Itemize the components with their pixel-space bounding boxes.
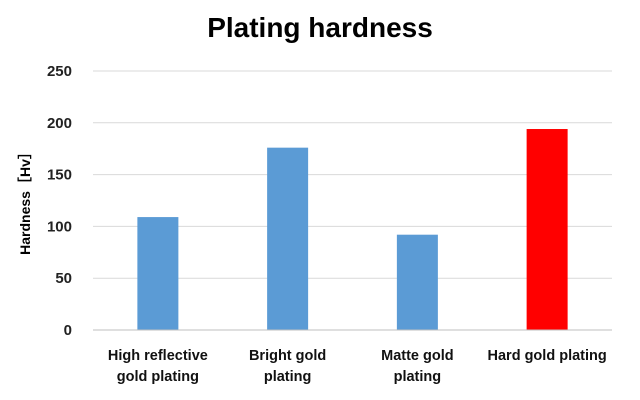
bar [396, 234, 438, 330]
x-axis-categories: High reflective gold plating Bright gold pl… [108, 348, 607, 385]
x-category-label-line: High reflective [108, 348, 208, 364]
bar [526, 129, 568, 330]
gridlines [93, 70, 612, 279]
x-category-label-line: gold plating [117, 369, 199, 385]
y-axis-title: Hardness［Hv］ [17, 145, 33, 255]
x-category-label: Bright gold plating [249, 348, 326, 385]
x-category-label-line: Matte gold [381, 348, 454, 364]
x-category-label-line: plating [394, 369, 442, 385]
x-category-label: High reflective gold plating [108, 348, 208, 385]
bars [137, 129, 568, 330]
x-category-label-line: plating [264, 369, 312, 385]
y-tick-label: 100 [47, 218, 72, 235]
y-axis-ticks: 0 50 100 150 200 250 [47, 63, 72, 339]
x-category-label: Hard gold plating [488, 348, 607, 364]
y-tick-label: 150 [47, 167, 72, 184]
y-tick-label: 0 [64, 322, 72, 339]
x-category-label-line: Bright gold [249, 348, 326, 364]
y-tick-label: 250 [47, 63, 72, 80]
y-tick-label: 200 [47, 115, 72, 132]
x-category-label-line: Hard gold plating [488, 348, 607, 364]
bar [267, 147, 309, 330]
y-tick-label: 50 [55, 270, 72, 287]
chart-title: Plating hardness [207, 12, 433, 43]
x-category-label: Matte gold plating [381, 348, 454, 385]
bar [137, 217, 179, 330]
